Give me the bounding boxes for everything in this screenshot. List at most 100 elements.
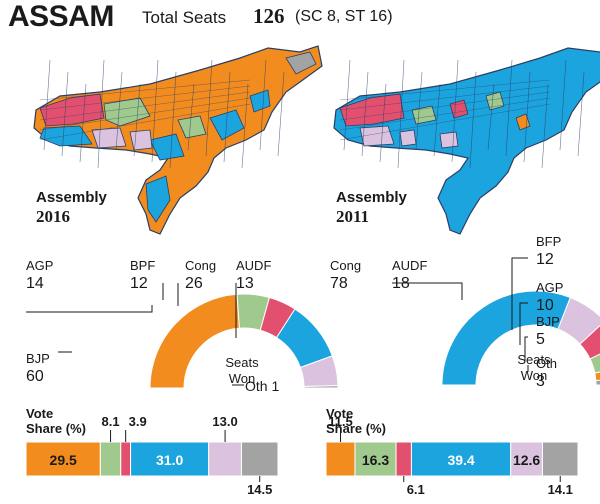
map-boundary — [39, 97, 251, 131]
seat-value-agp: 14 — [26, 275, 44, 292]
map-boundary — [505, 59, 513, 157]
assam-map-2016 — [33, 45, 323, 235]
vote-bar-bpf — [395, 441, 412, 477]
seat-value-audf: 18 — [392, 275, 410, 292]
map-boundary — [397, 59, 405, 169]
vote-value-bjp: 11.5 — [328, 414, 353, 429]
reserved-seats: (SC 8, ST 16) — [295, 8, 393, 25]
map-region-audf — [91, 127, 127, 149]
vote-bar-cong — [130, 441, 210, 477]
map-boundary — [39, 103, 251, 141]
vote-share-title: Vote — [326, 406, 353, 421]
map-label-year: 2016 — [36, 207, 70, 226]
map-region-agp — [411, 105, 437, 125]
map-boundary — [339, 79, 551, 101]
seat-party-agp: AGP — [26, 258, 53, 273]
map-region-agp — [177, 115, 207, 139]
seat-arc-oth — [595, 379, 600, 386]
seat-leader-agp — [519, 302, 528, 345]
vote-value-audf: 13.0 — [212, 414, 237, 429]
total-seats-label: Total Seats — [142, 8, 227, 27]
map-region-audf — [399, 129, 417, 147]
map-boundary — [339, 85, 551, 111]
map-boundary — [487, 83, 495, 151]
seat-party-bfp: BFP — [536, 234, 561, 249]
map-boundary — [277, 71, 285, 157]
vote-value-oth: 14.5 — [247, 482, 272, 497]
map-boundary — [339, 103, 551, 141]
seat-leader-audf — [392, 282, 463, 300]
map-boundary — [223, 71, 231, 163]
vote-bar-oth — [240, 441, 279, 477]
seat-value-bpf: 12 — [130, 275, 148, 292]
map-boundary — [115, 71, 123, 151]
seat-value-cong: 78 — [330, 275, 348, 292]
vote-bar-cong — [410, 441, 512, 477]
map-boundary — [433, 83, 441, 157]
seat-value-bjp: 5 — [536, 331, 545, 348]
map-boundary — [541, 83, 549, 169]
map-region-oth — [285, 51, 317, 75]
seat-leader-agp — [26, 305, 153, 313]
vote-value-oth: 14.1 — [548, 482, 573, 497]
seat-value-oth: 3 — [536, 373, 545, 390]
vote-value-agp: 16.3 — [362, 452, 389, 468]
map-label-year: 2011 — [336, 207, 369, 226]
seat-arc-bjp — [149, 293, 241, 389]
seats-won-label: Won — [521, 368, 548, 383]
vote-bar-audf — [510, 441, 543, 477]
seat-value-agp: 10 — [536, 297, 554, 314]
vote-value-cong: 39.4 — [447, 452, 474, 468]
map-boundary — [559, 59, 567, 151]
seat-arc-oth — [303, 385, 339, 389]
state-title: ASSAM — [8, 0, 114, 33]
seat-party-bpf: BPF — [130, 258, 155, 273]
map-region-audf — [439, 131, 459, 149]
map-boundary — [343, 59, 351, 151]
map-boundary — [151, 59, 159, 163]
seat-party-bjp: BJP — [26, 351, 50, 366]
map-boundary — [61, 71, 69, 157]
map-boundary — [339, 97, 551, 131]
map-boundary — [415, 71, 423, 151]
panels-group: Assembly2016SeatsWonBJP60AGP14BPF12Cong2… — [25, 45, 600, 497]
map-boundary — [39, 85, 251, 111]
map-region-audf — [359, 125, 395, 147]
vote-value-cong: 31.0 — [156, 452, 183, 468]
map-boundary — [339, 91, 551, 121]
seat-party-oth: Oth — [536, 356, 557, 371]
map-region-audf — [129, 129, 153, 151]
map-boundary — [523, 71, 531, 163]
map-boundary — [361, 71, 369, 157]
vote-value-audf: 12.6 — [513, 452, 540, 468]
map-boundary — [577, 71, 585, 157]
seat-party-audf: AUDF — [392, 258, 427, 273]
seats-won-label: Won — [229, 371, 256, 386]
map-boundary — [451, 59, 459, 163]
map-boundary — [187, 83, 195, 151]
map-region-cong — [149, 133, 185, 161]
map-region-cong — [39, 125, 93, 147]
vote-value-bpf: 6.1 — [407, 482, 425, 497]
map-boundary — [39, 79, 251, 101]
seats-won-label: Seats — [517, 352, 551, 367]
map-boundary — [259, 59, 267, 151]
map-label-assembly: Assembly — [336, 189, 408, 206]
map-boundary — [79, 83, 87, 163]
vote-share-title: Vote — [26, 406, 53, 421]
total-seats-value: 126 — [253, 4, 285, 28]
seat-leader-bfp — [511, 257, 528, 330]
map-label-assembly: Assembly — [36, 189, 108, 206]
seat-value-bjp: 60 — [26, 368, 44, 385]
vote-value-bpf: 3.9 — [129, 414, 147, 429]
seat-party-cong: Cong — [330, 258, 361, 273]
seat-value-cong: 26 — [185, 275, 203, 292]
vote-share-title: Share (%) — [26, 421, 86, 436]
map-boundary — [43, 59, 51, 151]
assam-map-2011 — [333, 47, 600, 235]
vote-bar-bpf — [120, 441, 132, 477]
seat-party-audf: AUDF — [236, 258, 271, 273]
